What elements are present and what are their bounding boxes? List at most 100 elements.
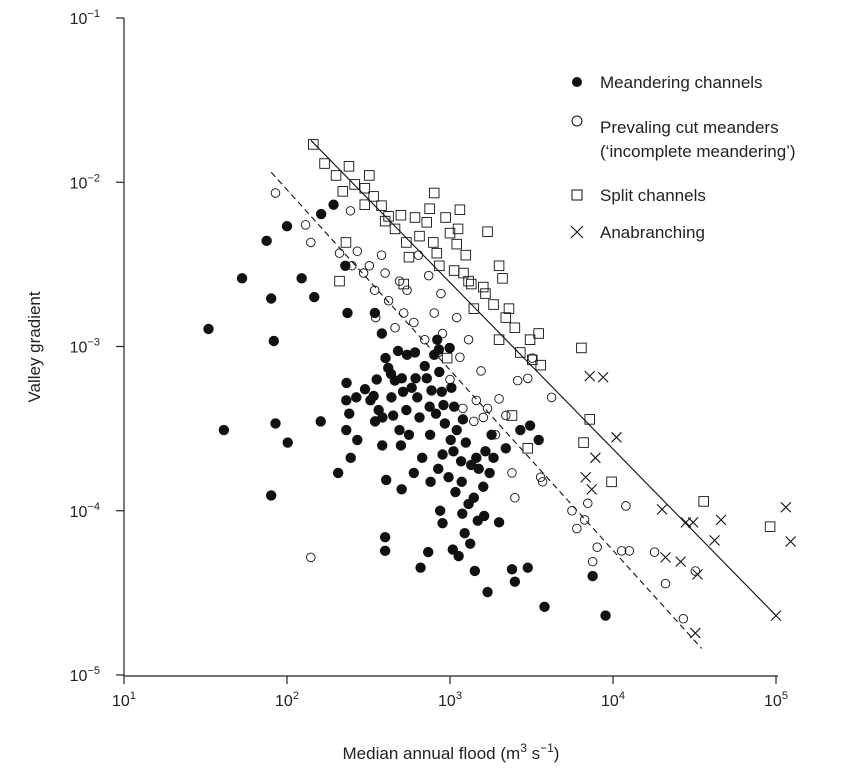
cut-meander-point [583,498,593,509]
split-channel-point [376,200,387,211]
meandering-point [386,392,397,403]
meandering-point [376,328,388,339]
meandering-point [387,410,399,421]
cut-meander-point [370,312,381,323]
meandering-point [419,360,430,372]
meandering-point [434,366,445,378]
cut-meander-point [579,515,590,525]
meandering-point [486,429,497,441]
cut-meander-point [436,288,446,299]
cut-meander-point [413,250,424,260]
meandering-point [342,307,353,319]
meandering-point [509,576,521,587]
meandering-point [424,401,435,412]
cut-meander-point [592,542,602,552]
meandering-point [430,408,442,419]
legend-label-line2: (‘incomplete meandering’) [600,142,796,161]
trend-lines [270,139,777,649]
meandering-point [446,382,457,394]
cut-meander-point [471,395,482,406]
meandering-point [453,550,464,562]
cut-meander-point [501,410,511,421]
meandering-point [341,395,352,406]
meandering-point [345,452,356,464]
meandering-point [444,342,455,354]
cut-meander-point [352,246,363,257]
meandering-point [396,373,407,384]
meandering-point [468,492,480,503]
meandering-point [270,418,281,429]
split-channel-point [440,212,451,223]
meandering-point [380,352,391,364]
meandering-point [282,437,293,448]
meandering-point [522,562,533,573]
split-channel-point [493,334,505,345]
anabranching-point [586,483,598,495]
split-channel-point [334,275,345,287]
meandering-point [379,532,391,543]
meandering-point [414,412,425,423]
split-channel-point [448,265,460,276]
split-channel-point [606,476,617,488]
meandering-point [377,412,388,423]
split-channel-point [535,359,546,371]
split-channel-point [463,275,474,287]
meandering-point [460,437,471,448]
split-channel-point [452,223,464,235]
anabranching-point [687,516,699,528]
cut-meander-point [567,506,577,516]
meandering-point [432,334,443,345]
open-circle-icon [571,115,583,127]
cut-meander-point [690,566,701,576]
legend-item-meandering: Meandering channels [572,73,763,92]
cut-meander-point [347,261,357,271]
meandering-point [341,424,352,436]
split-channel-point [434,260,445,272]
meandering-point [456,476,467,488]
split-channel-point [308,139,319,150]
split-channel-point [403,251,415,263]
cut-meander-point [334,248,345,258]
meandering-point [341,377,352,389]
meandering-point [344,408,355,419]
y-ticks: 10−5 10−4 10−3 10−2 10−1 [70,8,124,685]
meandering-point [309,291,320,303]
split-channel-point [395,209,407,221]
meandering-point [266,293,277,304]
meandering-point [480,446,491,457]
split-channel-point [497,273,508,284]
split-channel-point [454,204,466,216]
legend-item-split: Split channels [571,186,706,205]
meandering-point [377,440,388,451]
meandering-point [397,386,409,397]
split-channel-point [428,187,440,199]
meandering-point [394,424,405,436]
cut-meander-point [660,578,671,589]
meandering-point [261,235,272,247]
cut-meander-point [437,328,448,339]
cut-meander-point [482,403,493,414]
y-axis-label: Valley gradient [25,291,44,402]
cut-meander-point [572,523,582,534]
meandering-point [448,401,460,412]
meandering-point [450,486,461,498]
meandering-point [395,440,407,451]
meandering-point [380,474,392,486]
axes: 101 102 103 104 105 10−5 10−4 10−3 10−2 10−1 [70,8,788,710]
anabranching-point [692,568,703,580]
anabranching-point [675,556,687,568]
anabranching-point [580,471,592,483]
cut-meander-point [507,468,517,478]
cut-meander-point [345,206,356,216]
meandering-point [515,424,526,436]
split-channel-point [421,217,432,228]
meandering-point [500,443,512,454]
cut-meander-point [429,308,439,318]
open-square-icon [571,189,583,201]
meandering-point [410,373,421,384]
meandering-point [443,472,454,483]
meandering-point [408,467,420,479]
split-channel-point [480,288,491,299]
meandering-point [493,517,505,528]
